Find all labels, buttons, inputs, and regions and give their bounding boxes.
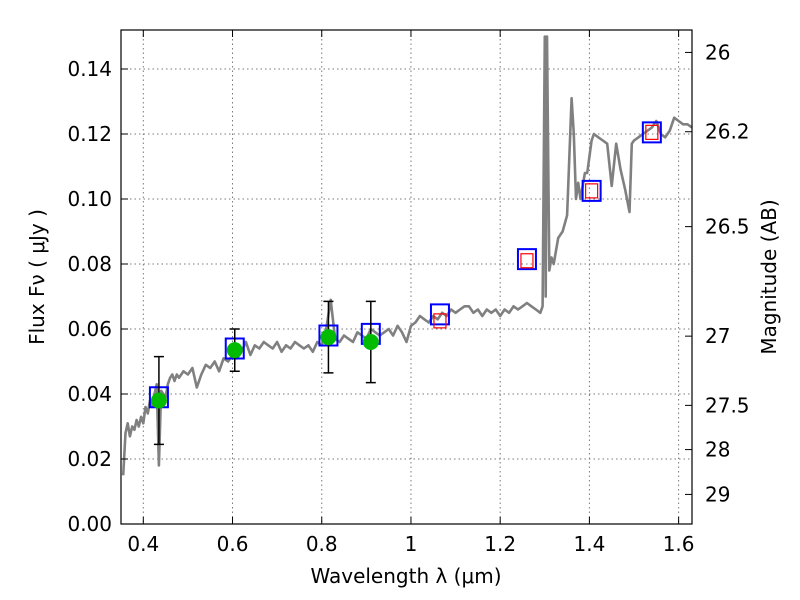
right-axis-label: Magnitude (AB) — [757, 199, 781, 354]
model-photometry-square — [429, 303, 450, 326]
x-tick-label: 1.4 — [573, 532, 605, 556]
synthetic-photometry-square — [433, 313, 447, 329]
x-tick-label: 0.8 — [306, 532, 338, 556]
right-tick-label: 26.5 — [705, 215, 750, 239]
model-photometry-square — [516, 248, 537, 271]
x-tick-label: 1.6 — [663, 532, 695, 556]
synthetic-photometry-square — [585, 183, 599, 199]
grid-lines — [121, 30, 692, 525]
y-tick-label: 0.10 — [67, 187, 112, 211]
y-tick-label: 0.06 — [67, 317, 112, 341]
plot-area — [121, 35, 693, 476]
ticks: 0.4 0.6 0.8 1 1.2 1.4 1.6 0.00 0.02 0.04 0.06 0.08 0… — [67, 30, 750, 556]
synthetic-photometry-square — [520, 253, 534, 269]
x-axis-label: Wavelength λ (μm) — [310, 564, 501, 588]
right-tick-label: 29 — [705, 482, 730, 506]
right-tick-label: 26 — [705, 40, 730, 64]
y-axis-label: Flux Fν ( μJy ) — [25, 209, 49, 345]
axes-frame — [120, 29, 693, 525]
observed-flux-point — [150, 392, 167, 409]
right-tick-label: 27.5 — [705, 393, 750, 417]
right-tick-label: 27 — [705, 324, 730, 348]
y-tick-label: 0.04 — [67, 382, 112, 406]
y-tick-label: 0.00 — [67, 512, 112, 536]
right-tick-label: 28 — [705, 438, 730, 462]
observed-flux-point — [362, 334, 379, 350]
y-tick-label: 0.12 — [67, 122, 112, 146]
y-tick-label: 0.02 — [67, 447, 112, 471]
y-tick-label: 0.08 — [67, 252, 112, 276]
synthetic-photometry-square — [645, 124, 659, 140]
x-tick-label: 0.6 — [217, 532, 249, 556]
model-photometry-square — [581, 179, 602, 202]
x-tick-label: 0.4 — [127, 532, 159, 556]
right-tick-label: 26.2 — [705, 120, 750, 144]
y-tick-label: 0.14 — [67, 57, 112, 81]
x-tick-label: 1 — [405, 532, 418, 556]
observed-flux-point — [320, 329, 337, 346]
spectrum-line — [121, 35, 693, 476]
x-tick-label: 1.2 — [484, 532, 516, 556]
model-photometry-square — [641, 121, 662, 144]
observed-flux-point — [226, 342, 243, 359]
